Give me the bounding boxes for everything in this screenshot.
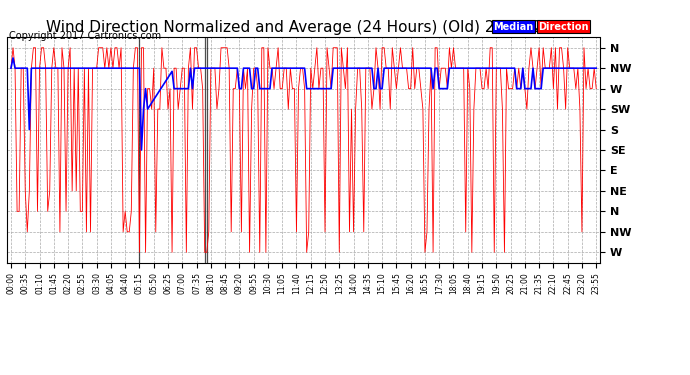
Text: Direction: Direction <box>538 22 589 32</box>
Text: Median: Median <box>493 22 533 32</box>
Title: Wind Direction Normalized and Average (24 Hours) (Old) 20170212: Wind Direction Normalized and Average (2… <box>46 20 562 35</box>
Text: Copyright 2017 Cartronics.com: Copyright 2017 Cartronics.com <box>9 32 161 41</box>
